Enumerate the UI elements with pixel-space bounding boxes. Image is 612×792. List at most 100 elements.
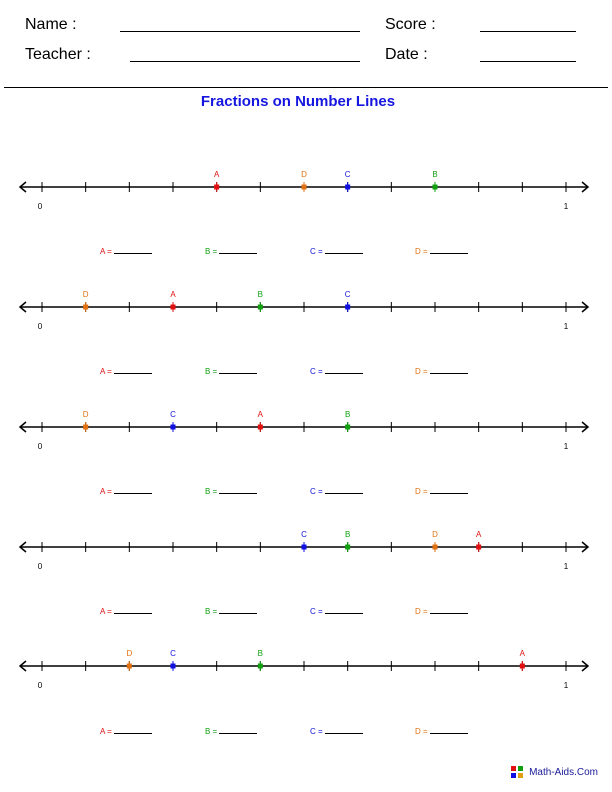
answer-c: C = <box>310 244 363 256</box>
footer-text: Math-Aids.Com <box>529 766 598 778</box>
answer-d: D = <box>415 604 468 616</box>
end-label: 1 <box>564 562 569 571</box>
answer-blank[interactable] <box>324 484 363 494</box>
answer-label: B = <box>205 607 218 616</box>
answer-blank[interactable] <box>113 364 152 374</box>
answer-blank[interactable] <box>324 604 363 614</box>
point-label-d: D <box>432 530 438 539</box>
answer-b: B = <box>205 244 258 256</box>
number-line: C B D A 0 1 <box>0 0 612 571</box>
point-label-c: C <box>345 170 351 179</box>
right-arrow-icon <box>581 660 590 672</box>
point-label-b: B <box>258 649 263 658</box>
start-label: 0 <box>38 202 43 211</box>
point-label-d: D <box>83 290 89 299</box>
answer-a: A = <box>100 484 152 496</box>
left-arrow-icon <box>18 660 27 672</box>
point-label-d: D <box>83 410 89 419</box>
answer-blank[interactable] <box>219 604 258 614</box>
answer-blank[interactable] <box>219 724 258 734</box>
point-label-d: D <box>126 649 132 658</box>
answer-label: C = <box>310 607 323 616</box>
point-label-a: A <box>170 290 176 299</box>
answer-blank[interactable] <box>429 244 468 254</box>
answer-d: D = <box>415 364 468 376</box>
point-label-a: A <box>476 530 482 539</box>
date-label: Date : <box>385 46 428 63</box>
answer-blank[interactable] <box>113 244 152 254</box>
left-arrow-icon <box>18 541 27 553</box>
end-label: 1 <box>564 202 569 211</box>
answer-label: A = <box>100 727 112 736</box>
answer-blank[interactable] <box>113 604 152 614</box>
answer-blank[interactable] <box>324 364 363 374</box>
answer-b: B = <box>205 484 258 496</box>
right-arrow-icon <box>581 181 590 193</box>
start-label: 0 <box>38 681 43 690</box>
answer-a: A = <box>100 244 152 256</box>
answer-label: A = <box>100 487 112 496</box>
name-label: Name : <box>25 16 77 33</box>
footer-brand: Math-Aids.Com <box>511 766 598 778</box>
point-label-c: C <box>170 649 176 658</box>
answer-blank[interactable] <box>324 244 363 254</box>
answer-blank[interactable] <box>324 724 363 734</box>
score-field[interactable] <box>480 31 576 32</box>
start-label: 0 <box>38 442 43 451</box>
right-arrow-icon <box>581 301 590 313</box>
answer-b: B = <box>205 604 258 616</box>
teacher-label: Teacher : <box>25 46 91 63</box>
answer-blank[interactable] <box>429 364 468 374</box>
answer-c: C = <box>310 364 363 376</box>
left-arrow-icon <box>18 421 27 433</box>
number-line: D C B A 0 1 <box>0 0 612 690</box>
answer-blank[interactable] <box>429 724 468 734</box>
number-line: D C A B 0 1 <box>0 0 612 451</box>
answer-label: D = <box>415 487 428 496</box>
answer-label: B = <box>205 247 218 256</box>
answer-label: B = <box>205 727 218 736</box>
answer-label: D = <box>415 247 428 256</box>
point-label-d: D <box>301 170 307 179</box>
answer-blank[interactable] <box>429 484 468 494</box>
score-label: Score : <box>385 16 436 33</box>
header-divider <box>4 87 608 88</box>
point-label-b: B <box>432 170 437 179</box>
end-label: 1 <box>564 681 569 690</box>
right-arrow-icon <box>581 421 590 433</box>
answer-blank[interactable] <box>219 244 258 254</box>
right-arrow-icon <box>581 541 590 553</box>
point-label-c: C <box>301 530 307 539</box>
answer-blank[interactable] <box>113 724 152 734</box>
point-label-b: B <box>345 410 350 419</box>
point-label-b: B <box>345 530 350 539</box>
answer-label: B = <box>205 487 218 496</box>
point-label-a: A <box>258 410 264 419</box>
answer-row: A = B = C = D = <box>0 724 612 738</box>
answer-blank[interactable] <box>429 604 468 614</box>
left-arrow-icon <box>18 181 27 193</box>
worksheet-title: Fractions on Number Lines <box>200 93 396 110</box>
start-label: 0 <box>38 322 43 331</box>
point-label-c: C <box>170 410 176 419</box>
answer-b: B = <box>205 724 258 736</box>
answer-blank[interactable] <box>219 364 258 374</box>
answer-c: C = <box>310 604 363 616</box>
answer-label: C = <box>310 487 323 496</box>
point-label-c: C <box>345 290 351 299</box>
answer-blank[interactable] <box>113 484 152 494</box>
answer-label: D = <box>415 727 428 736</box>
answer-label: A = <box>100 607 112 616</box>
point-label-a: A <box>520 649 526 658</box>
answer-b: B = <box>205 364 258 376</box>
date-field[interactable] <box>480 61 576 62</box>
answer-label: C = <box>310 367 323 376</box>
name-field[interactable] <box>120 31 360 32</box>
teacher-field[interactable] <box>130 61 360 62</box>
answer-a: A = <box>100 724 152 736</box>
answer-blank[interactable] <box>219 484 258 494</box>
